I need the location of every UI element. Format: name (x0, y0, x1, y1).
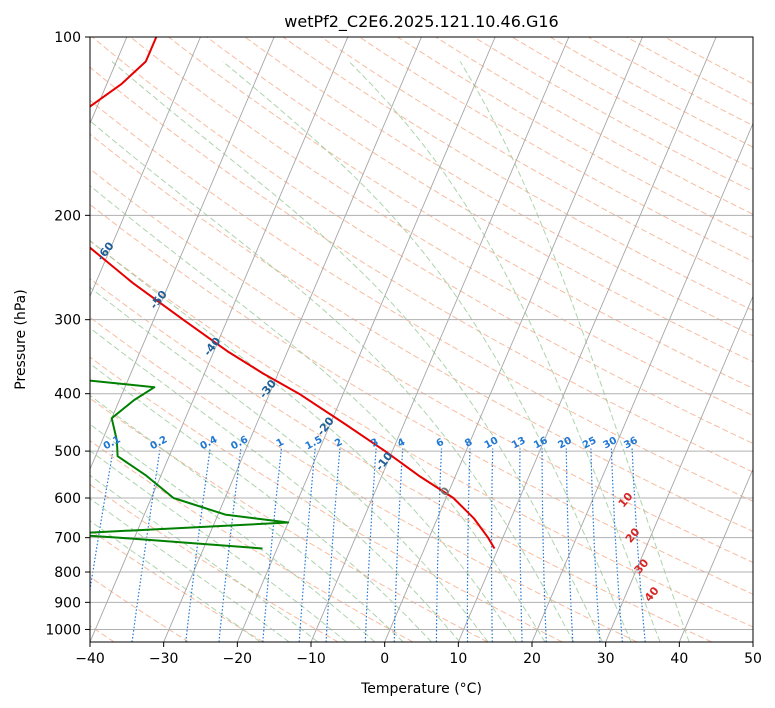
y-tick-label: 500 (54, 444, 81, 460)
chart-title: wetPf2_C2E6.2025.121.10.46.G16 (284, 12, 558, 32)
moist-adiabat-line (90, 120, 575, 642)
dry-adiabat-line (473, 37, 753, 193)
isotherm-line (163, 37, 422, 642)
mixing-ratio-line (565, 448, 574, 642)
mixing-ratio-line (490, 448, 494, 642)
dry-adiabat-line (90, 440, 414, 642)
isotherm-line (531, 122, 753, 642)
mixing-ratio-line (218, 448, 242, 642)
dry-adiabat-line (90, 240, 753, 628)
mixing-ratio-line (519, 448, 523, 642)
mixing-ratio-label: 6 (435, 437, 446, 450)
dry-adiabat-line (90, 66, 753, 473)
y-tick-label: 200 (54, 208, 81, 224)
mixing-ratio-line (325, 448, 341, 642)
isotherm-line (90, 37, 349, 642)
isotherm-line (605, 295, 753, 642)
x-tick-label: −10 (296, 651, 326, 667)
y-tick-label: 700 (54, 531, 81, 547)
y-tick-label: 900 (54, 595, 81, 611)
dry-adiabat-line (130, 37, 753, 417)
temperature-line (90, 37, 496, 550)
moist-adiabat-line (90, 423, 376, 642)
isotherm-line (384, 37, 643, 642)
moist-adiabat-line (90, 327, 461, 642)
mixing-ratio-line (131, 448, 161, 642)
axes: −40 −30 −20 −10 0 10 20 30 40 50 100 200 300 400 500 60… (45, 30, 762, 667)
moist-adiabat-line (459, 61, 690, 642)
mixing-ratio-label: 8 (463, 437, 474, 450)
plot-frame (89, 36, 754, 643)
x-tick-label: −20 (223, 651, 253, 667)
isotherm-line (678, 467, 753, 642)
dry-adiabat-line (168, 37, 753, 389)
dry-adiabat-line (435, 37, 753, 215)
x-tick-label: 30 (597, 651, 615, 667)
mixing-ratio-line (466, 448, 471, 642)
x-tick-label: 40 (670, 651, 688, 667)
mixing-ratio-line (364, 448, 377, 642)
y-tick-label: 600 (54, 491, 81, 507)
moist-adiabat-line (111, 61, 603, 642)
moist-adiabat-line (90, 394, 404, 642)
isotherm-line (90, 37, 275, 471)
moist-adiabat-line (90, 474, 319, 642)
y-tick-label: 300 (54, 313, 81, 329)
mixing-ratio-line (393, 448, 404, 642)
mixing-ratio-line (298, 448, 316, 642)
dry-adiabat-line (90, 397, 488, 642)
mixing-ratio-label: 4 (396, 437, 407, 450)
y-tick-label: 800 (54, 565, 81, 581)
y-tick-label: 1000 (45, 622, 81, 638)
moist-adiabat-line (348, 61, 661, 642)
mixing-ratio-line (631, 448, 646, 642)
mixing-ratio-line (435, 448, 443, 642)
x-tick-label: 50 (744, 651, 762, 667)
moist-adiabat-line (90, 363, 432, 642)
dry-adiabat-line (90, 278, 712, 642)
x-tick-label: 20 (523, 651, 541, 667)
dry-adiabat-line (90, 316, 638, 642)
mixing-ratio-line (185, 448, 211, 642)
moist-adiabat-line (90, 497, 290, 642)
dry-adiabat-line (320, 37, 753, 287)
dry-adiabat-line (206, 37, 753, 363)
x-tick-label: 10 (449, 651, 467, 667)
dry-adiabat-line (91, 37, 753, 445)
mixing-ratio-label: 2 (333, 437, 344, 450)
isotherm-line (310, 37, 570, 642)
isotherm-line (90, 37, 201, 298)
mixing-ratio-label: 3 (369, 437, 380, 450)
mixing-ratio-line (541, 448, 547, 642)
mixing-ratio-line (610, 448, 623, 642)
moist-adiabat-line (90, 239, 517, 642)
plot-area (90, 37, 753, 642)
y-tick-label: 100 (54, 30, 81, 46)
mixing-ratio-label: 1 (275, 437, 286, 450)
y-axis-label: Pressure (hPa) (13, 289, 29, 389)
x-tick-label: −40 (75, 651, 105, 667)
y-tick-label: 400 (54, 387, 81, 403)
x-tick-label: −30 (149, 651, 179, 667)
dry-adiabat-line (282, 37, 753, 312)
x-axis-label: Temperature (°C) (360, 681, 482, 697)
mixing-ratio-line (590, 448, 601, 642)
dry-adiabat-line (549, 37, 753, 148)
moist-adiabat-line (222, 61, 632, 642)
isotherm-line (457, 37, 717, 642)
dry-adiabat-line (90, 133, 753, 533)
moist-adiabat-line (90, 450, 347, 642)
x-tick-label: 0 (380, 651, 389, 667)
dewpoint-line (90, 379, 290, 550)
isotherm-line (236, 37, 496, 642)
mixing-ratio-line (262, 448, 282, 642)
